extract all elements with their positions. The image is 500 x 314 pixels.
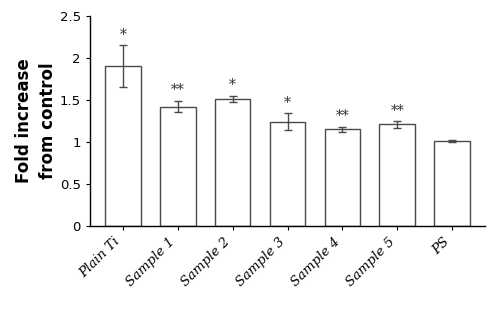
Text: *: * [284,96,291,110]
Bar [270,122,306,226]
Text: **: ** [390,104,404,117]
Y-axis label: Fold increase
from control: Fold increase from control [16,58,57,183]
Bar [324,129,360,226]
Bar [105,66,140,226]
Text: *: * [120,28,126,42]
Text: **: ** [336,109,349,123]
Bar [160,106,196,226]
Text: *: * [229,78,236,92]
Bar [380,124,415,226]
Bar [215,99,250,226]
Bar [434,141,470,226]
Text: **: ** [171,83,184,97]
